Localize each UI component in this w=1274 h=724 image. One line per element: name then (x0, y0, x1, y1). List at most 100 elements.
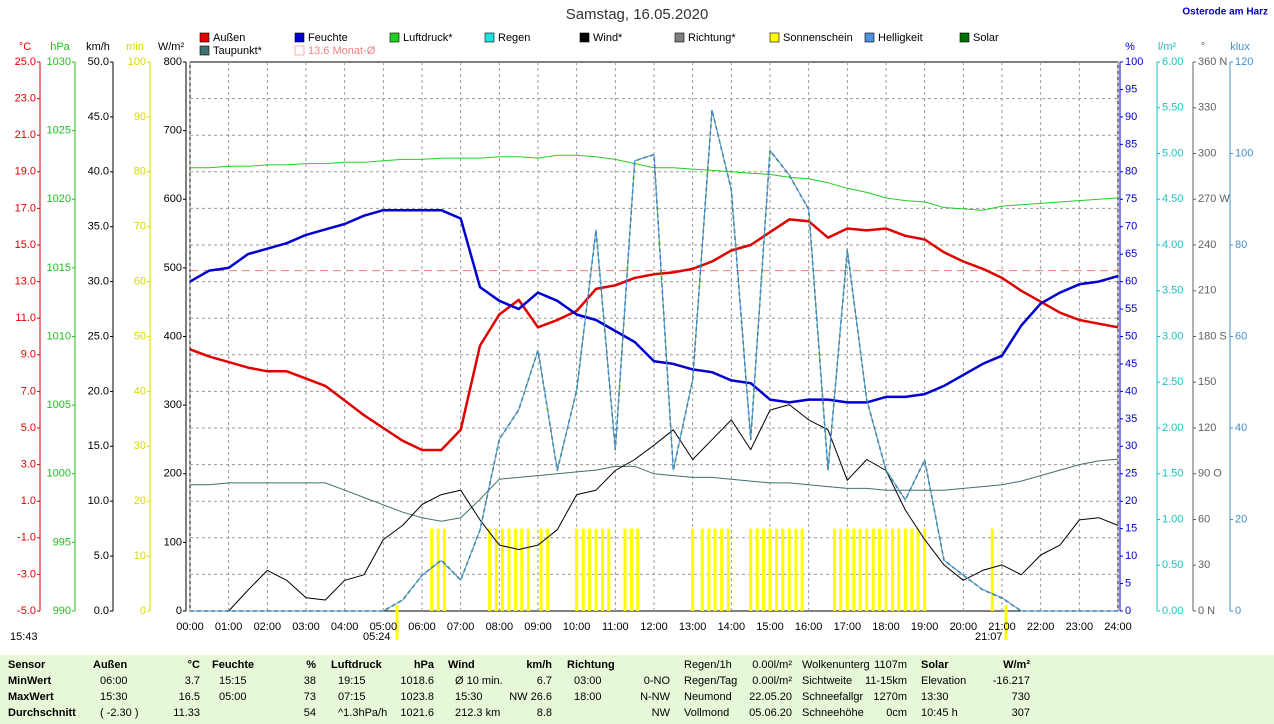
table-cell: 11-15km (865, 675, 907, 687)
y-tick-label: 55 (1125, 303, 1137, 315)
table-cell: ( -2.30 ) (100, 707, 139, 719)
y-tick-label: 25.0 (88, 330, 109, 342)
y-tick-label: 1025 (47, 125, 71, 137)
y-tick-label: 180 S (1198, 330, 1227, 342)
table-cell: 0-NO (644, 675, 671, 687)
legend-label: Luftdruck* (403, 32, 453, 44)
y-tick-label: 70 (134, 221, 146, 233)
sunshine-bar (787, 528, 791, 611)
y-tick-label: 80 (1125, 166, 1137, 178)
sunshine-bar (436, 528, 440, 611)
y-tick-label: 5.50 (1162, 102, 1183, 114)
y-tick-label: 50 (134, 330, 146, 342)
table-cell: 212.3 km (455, 707, 500, 719)
y-tick-label: 2.50 (1162, 376, 1183, 388)
y-tick-label: 600 (164, 193, 182, 205)
axis-title: klux (1230, 41, 1250, 53)
sunshine-bar (833, 528, 837, 611)
y-tick-label: 30 (1125, 440, 1137, 452)
annotation: 21:07 (975, 631, 1003, 643)
series-line (190, 458, 1119, 522)
sunshine-bar (430, 528, 434, 611)
y-tick-label: 20 (1235, 513, 1247, 525)
y-tick-label: 75 (1125, 193, 1137, 205)
y-tick-label: 5.0 (94, 550, 109, 562)
y-tick-label: 0.0 (94, 605, 109, 617)
x-tick-label: 10:00 (563, 621, 591, 633)
x-tick-label: 22:00 (1027, 621, 1055, 633)
table-cell: 73 (304, 691, 316, 703)
table-header: Sensor (8, 659, 46, 671)
x-tick-label: 07:00 (447, 621, 475, 633)
legend-label: 13.6 Monat-Ø (308, 45, 376, 57)
table-cell: 13:30 (921, 691, 949, 703)
y-tick-label: 3.00 (1162, 330, 1183, 342)
legend-label: Feuchte (308, 32, 348, 44)
y-tick-label: 40.0 (88, 166, 109, 178)
y-tick-label: 45 (1125, 358, 1137, 370)
sunshine-bar (884, 528, 888, 611)
y-tick-label: 990 (53, 605, 71, 617)
axis-title: °C (19, 41, 31, 53)
table-cell: 11.33 (173, 707, 200, 719)
sunshine-bar (700, 528, 704, 611)
sunshine-bar (794, 528, 798, 611)
table-cell: Regen/Tag (684, 675, 737, 687)
sunshine-bar (781, 528, 785, 611)
chart-title: Samstag, 16.05.2020 (566, 6, 709, 23)
y-tick-label: -3.0 (17, 568, 36, 580)
sunshine-bar (761, 528, 765, 611)
legend-swatch (579, 32, 590, 43)
table-header: MinWert (8, 675, 52, 687)
x-tick-label: 14:00 (718, 621, 746, 633)
y-tick-label: 23.0 (15, 93, 36, 105)
y-tick-label: 10.0 (88, 495, 109, 507)
y-tick-label: 120 (1235, 56, 1253, 68)
sunshine-bar (990, 528, 994, 611)
sunshine-bar (581, 528, 585, 611)
table-cell: 1018.6 (400, 675, 434, 687)
x-tick-label: 08:00 (486, 621, 514, 633)
x-tick-label: 09:00 (524, 621, 552, 633)
table-header: Außen (93, 659, 128, 671)
sunshine-bar (910, 528, 914, 611)
y-tick-label: 40 (1235, 422, 1247, 434)
y-tick-label: 15.0 (15, 239, 36, 251)
table-cell: Regen/1h (684, 659, 732, 671)
table-header: °C (188, 659, 200, 671)
x-tick-label: 19:00 (911, 621, 939, 633)
y-tick-label: 0 (176, 605, 182, 617)
sunshine-bar (897, 528, 901, 611)
table-cell: -16.217 (993, 675, 1030, 687)
sunshine-bar (800, 528, 804, 611)
sunshine-bar (775, 528, 779, 611)
y-tick-label: 60 (1125, 276, 1137, 288)
legend-label: Helligkeit (878, 32, 923, 44)
sunshine-bar (916, 528, 920, 611)
series-line (190, 404, 1119, 612)
y-tick-label: 1005 (47, 399, 71, 411)
y-tick-label: 210 (1198, 285, 1216, 297)
sunshine-bar (587, 528, 591, 611)
y-tick-label: 100 (1235, 147, 1253, 159)
y-tick-label: 95 (1125, 83, 1137, 95)
y-tick-label: 60 (134, 276, 146, 288)
table-cell: Wolkenunterg (802, 659, 870, 671)
y-tick-label: -5.0 (17, 605, 36, 617)
y-tick-label: 300 (164, 399, 182, 411)
table-cell: 03:00 (574, 675, 602, 687)
y-tick-label: 85 (1125, 138, 1137, 150)
y-tick-label: 15.0 (88, 440, 109, 452)
sunshine-bar (726, 528, 730, 611)
sunshine-bar (546, 528, 550, 611)
table-cell: 06:00 (100, 675, 128, 687)
y-tick-label: 150 (1198, 376, 1216, 388)
y-tick-label: 1.00 (1162, 513, 1183, 525)
sunshine-bar (539, 528, 543, 611)
sunshine-bar (594, 528, 598, 611)
x-tick-label: 15:00 (756, 621, 784, 633)
y-tick-label: 15 (1125, 523, 1137, 535)
table-cell: W/m² (1003, 659, 1030, 671)
table-cell: Ø 10 min. (455, 675, 503, 687)
